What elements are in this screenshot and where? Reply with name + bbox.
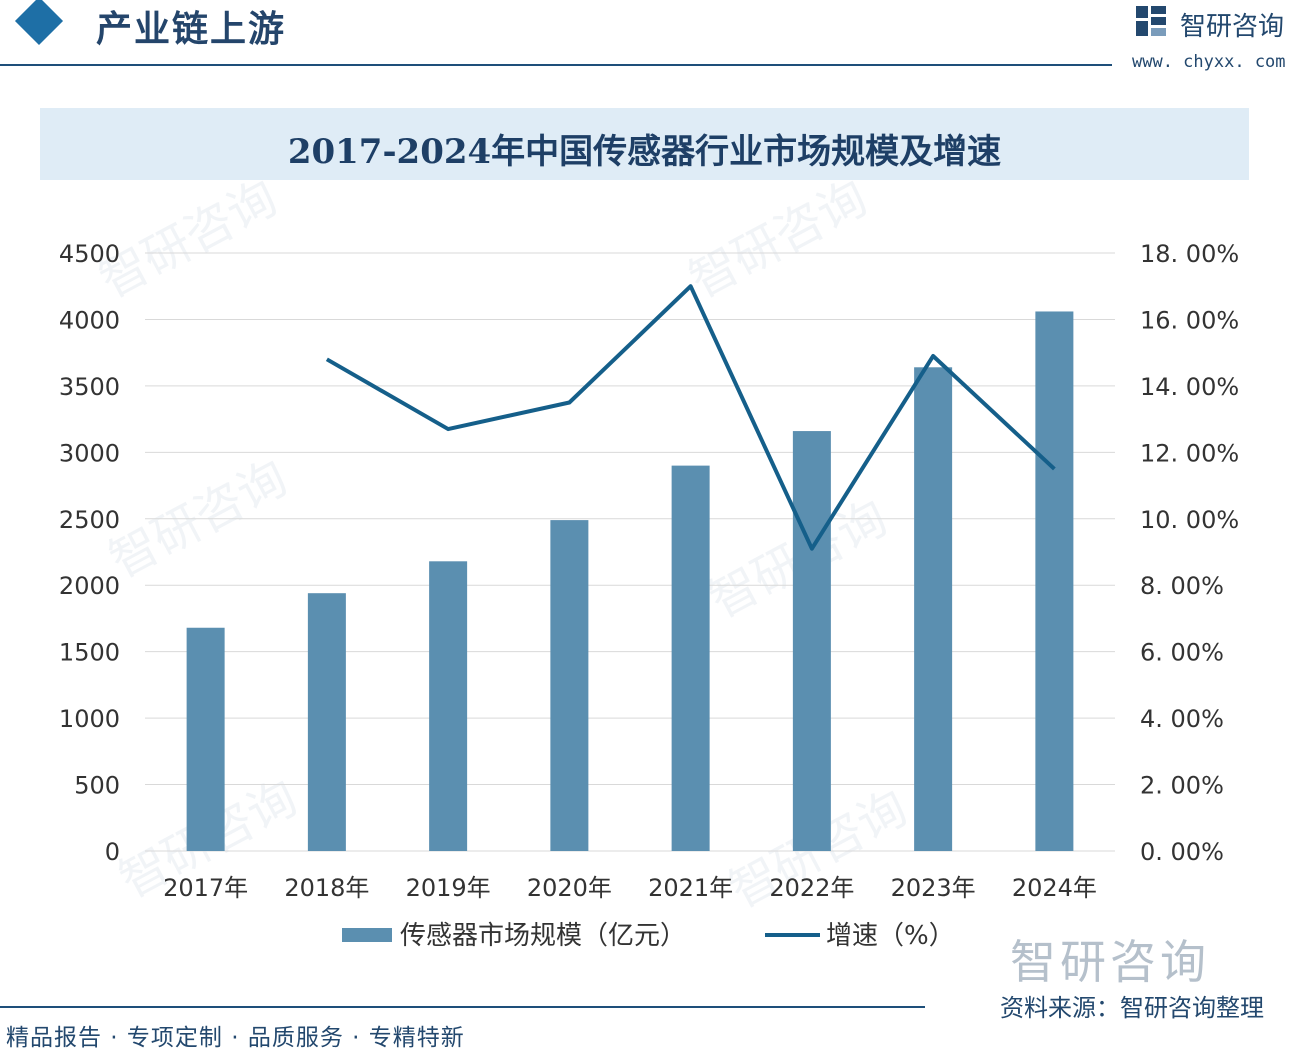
data-source: 资料来源：智研咨询整理 [1000,994,1264,1022]
bar [914,367,953,851]
x-tick-label: 2019年 [406,874,491,902]
legend-bar-swatch [342,928,392,942]
x-tick-label: 2017年 [163,874,248,902]
y-left-tick-label: 1000 [59,705,120,733]
y-left-tick-label: 1500 [59,639,120,667]
brand-url: www. chyxx. com [1132,52,1286,72]
header-divider [0,64,1112,66]
y-right-tick-label: 14. 00% [1140,373,1239,401]
bar [792,431,831,851]
bar [307,593,346,851]
y-left-tick-label: 2500 [59,506,120,534]
y-left-tick-label: 4500 [59,240,120,268]
x-tick-label: 2021年 [648,874,733,902]
y-right-tick-label: 10. 00% [1140,506,1239,534]
bar [186,627,225,851]
y-right-tick-label: 12. 00% [1140,439,1239,467]
bar [429,561,468,851]
chart-title: 2017-2024年中国传感器行业市场规模及增速 [287,132,1002,172]
footer-divider [0,1006,925,1008]
x-tick-label: 2022年 [769,874,854,902]
combo-chart: 0 0. 00% 500 2. 00% 1000 4. 00% 1500 6. 00% 2000… [59,240,1239,951]
y-right-tick-label: 6. 00% [1140,639,1224,667]
legend-bar-label: 传感器市场规模（亿元） [400,921,686,951]
bar [671,465,710,851]
x-tick-label: 2020年 [527,874,612,902]
bar [550,520,589,851]
y-left-tick-label: 4000 [59,306,120,334]
page-header: 产业链上游 智研咨询 www. chyxx. com [0,0,1298,72]
chart-title-band: 2017-2024年中国传感器行业市场规模及增速 [40,108,1249,180]
legend-line-label: 增速（%） [826,921,955,951]
brand-logo-icon [1136,6,1166,36]
bar [1035,311,1074,852]
y-right-tick-label: 2. 00% [1140,772,1224,800]
y-right-tick-label: 4. 00% [1140,705,1224,733]
y-right-tick-label: 16. 00% [1140,306,1239,334]
x-tick-label: 2018年 [284,874,369,902]
footer-tagline: 精品报告 · 专项定制 · 品质服务 · 专精特新 [6,1025,465,1051]
y-right-tick-label: 8. 00% [1140,572,1224,600]
y-left-tick-label: 3000 [59,439,120,467]
x-tick-label: 2023年 [891,874,976,902]
x-tick-label: 2024年 [1012,874,1097,902]
section-title: 产业链上游 [96,8,287,50]
y-left-tick-label: 2000 [59,572,120,600]
y-left-tick-label: 0 [105,838,120,866]
y-left-tick-label: 500 [74,772,120,800]
growth-line [325,284,1056,551]
y-right-tick-label: 0. 00% [1140,838,1224,866]
y-left-tick-label: 3500 [59,373,120,401]
y-right-tick-label: 18. 00% [1140,240,1239,268]
brand-watermark: 智研咨询 [1010,935,1210,989]
brand-name: 智研咨询 [1180,12,1285,42]
